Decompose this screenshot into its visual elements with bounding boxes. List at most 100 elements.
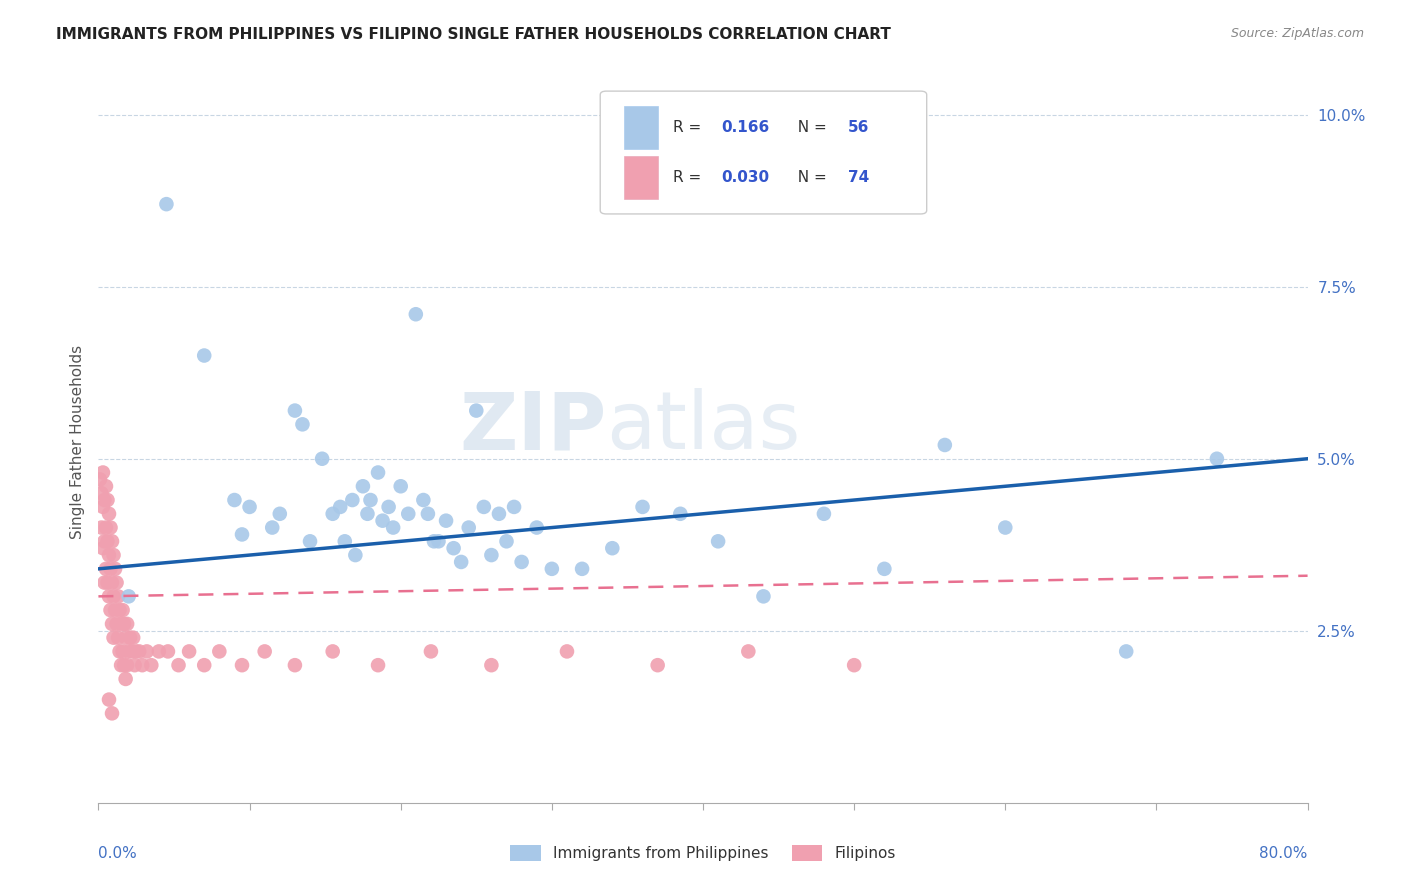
Text: N =: N = — [787, 120, 831, 135]
Point — [101, 706, 124, 721]
Text: 56: 56 — [848, 120, 869, 135]
Point — [103, 590, 125, 604]
Point — [352, 479, 374, 493]
Point — [602, 541, 624, 556]
Point — [141, 658, 163, 673]
Point — [752, 590, 775, 604]
Point — [377, 500, 399, 514]
Point — [934, 438, 956, 452]
Point — [114, 631, 136, 645]
Point — [125, 644, 148, 658]
Text: Source: ZipAtlas.com: Source: ZipAtlas.com — [1230, 27, 1364, 40]
Point — [115, 616, 138, 631]
Point — [101, 534, 124, 549]
Y-axis label: Single Father Households: Single Father Households — [69, 344, 84, 539]
Legend: Immigrants from Philippines, Filipinos: Immigrants from Philippines, Filipinos — [505, 839, 901, 867]
Point — [94, 520, 117, 534]
Text: N =: N = — [787, 170, 831, 186]
Point — [105, 616, 128, 631]
Text: 0.030: 0.030 — [721, 170, 769, 186]
Point — [423, 534, 446, 549]
Point — [367, 466, 389, 480]
Point — [124, 658, 146, 673]
Point — [112, 616, 135, 631]
Point — [434, 514, 457, 528]
Point — [262, 520, 284, 534]
Point — [1115, 644, 1137, 658]
Point — [420, 644, 443, 658]
Point — [284, 403, 307, 417]
Point — [669, 507, 692, 521]
Point — [91, 541, 114, 556]
Point — [110, 658, 132, 673]
Point — [231, 527, 253, 541]
Point — [93, 493, 115, 508]
Text: 74: 74 — [848, 170, 869, 186]
Point — [120, 631, 142, 645]
Point — [111, 603, 134, 617]
Point — [416, 507, 439, 521]
Point — [98, 692, 121, 706]
Point — [224, 493, 246, 508]
Point — [100, 520, 122, 534]
Text: ZIP: ZIP — [458, 388, 606, 467]
Point — [179, 644, 201, 658]
Point — [299, 534, 322, 549]
Point — [101, 616, 124, 631]
Point — [104, 562, 127, 576]
Point — [322, 644, 344, 658]
FancyBboxPatch shape — [624, 156, 658, 200]
Point — [111, 644, 134, 658]
Point — [118, 590, 141, 604]
Point — [344, 548, 367, 562]
Point — [443, 541, 465, 556]
Point — [360, 493, 382, 508]
Text: 0.0%: 0.0% — [98, 847, 138, 861]
Point — [167, 658, 190, 673]
Point — [488, 507, 510, 521]
Point — [122, 631, 145, 645]
Point — [156, 644, 179, 658]
Point — [98, 548, 121, 562]
Point — [269, 507, 291, 521]
Point — [115, 658, 138, 673]
Point — [322, 507, 344, 521]
Point — [427, 534, 450, 549]
Point — [90, 486, 112, 500]
Point — [128, 644, 150, 658]
Point — [396, 507, 419, 521]
Point — [1206, 451, 1229, 466]
Point — [231, 658, 253, 673]
FancyBboxPatch shape — [624, 105, 658, 149]
Point — [333, 534, 356, 549]
Point — [131, 658, 153, 673]
Point — [94, 562, 117, 576]
Point — [98, 507, 121, 521]
Point — [291, 417, 314, 432]
Point — [253, 644, 276, 658]
Point — [96, 575, 118, 590]
Point — [105, 575, 128, 590]
Point — [510, 555, 533, 569]
Point — [96, 493, 118, 508]
Point — [707, 534, 730, 549]
Point — [311, 451, 333, 466]
Point — [457, 520, 479, 534]
Point — [193, 658, 215, 673]
Point — [571, 562, 593, 576]
Text: IMMIGRANTS FROM PHILIPPINES VS FILIPINO SINGLE FATHER HOUSEHOLDS CORRELATION CHA: IMMIGRANTS FROM PHILIPPINES VS FILIPINO … — [56, 27, 891, 42]
Point — [94, 479, 117, 493]
Point — [465, 403, 488, 417]
Point — [93, 575, 115, 590]
Point — [647, 658, 669, 673]
Point — [112, 658, 135, 673]
Point — [737, 644, 759, 658]
Point — [193, 349, 215, 363]
Point — [103, 548, 125, 562]
Point — [100, 562, 122, 576]
Point — [503, 500, 526, 514]
Point — [91, 466, 114, 480]
Point — [873, 562, 896, 576]
Point — [114, 672, 136, 686]
Point — [101, 575, 124, 590]
